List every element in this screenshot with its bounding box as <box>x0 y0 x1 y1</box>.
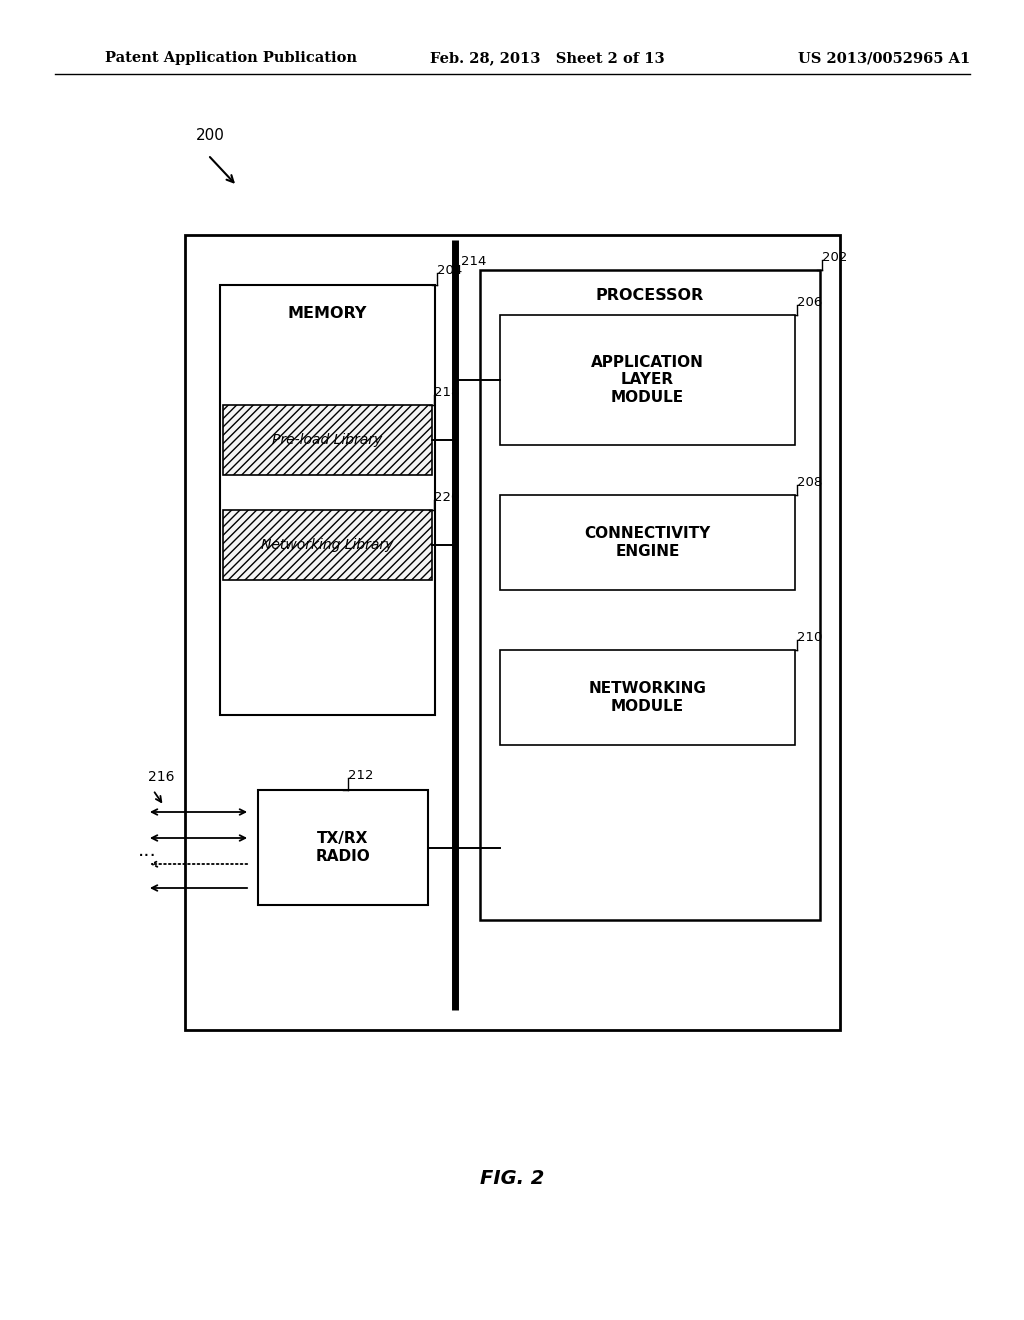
Bar <box>500 495 795 590</box>
Text: 208: 208 <box>797 477 822 488</box>
Bar <box>500 649 795 744</box>
Text: 220: 220 <box>434 491 460 504</box>
Text: 212: 212 <box>348 770 374 781</box>
Bar <box>220 285 435 715</box>
Text: NETWORKING
MODULE: NETWORKING MODULE <box>589 681 707 714</box>
Text: 202: 202 <box>822 251 848 264</box>
Bar <box>223 405 432 475</box>
Bar <box>223 510 432 579</box>
Bar <box>258 789 428 906</box>
Text: 204: 204 <box>437 264 462 277</box>
Text: 218: 218 <box>434 385 460 399</box>
Text: 214: 214 <box>461 255 486 268</box>
Text: CONNECTIVITY
ENGINE: CONNECTIVITY ENGINE <box>585 527 711 558</box>
Text: FIG. 2: FIG. 2 <box>480 1168 544 1188</box>
Text: APPLICATION
LAYER
MODULE: APPLICATION LAYER MODULE <box>591 355 703 405</box>
Text: 206: 206 <box>797 296 822 309</box>
Text: PROCESSOR: PROCESSOR <box>596 288 705 302</box>
Text: US 2013/0052965 A1: US 2013/0052965 A1 <box>798 51 970 65</box>
Text: 200: 200 <box>196 128 225 143</box>
Text: Feb. 28, 2013   Sheet 2 of 13: Feb. 28, 2013 Sheet 2 of 13 <box>430 51 665 65</box>
Text: TX/RX
RADIO: TX/RX RADIO <box>315 832 371 863</box>
Text: MEMORY: MEMORY <box>288 305 368 321</box>
Text: 210: 210 <box>797 631 822 644</box>
Text: Networking Library: Networking Library <box>261 539 393 552</box>
Bar <box>480 271 820 920</box>
Text: Pre-load Library: Pre-load Library <box>272 433 383 447</box>
Bar <box>500 315 795 445</box>
Bar <box>185 235 840 1030</box>
Text: ...: ... <box>137 842 157 861</box>
Text: Patent Application Publication: Patent Application Publication <box>105 51 357 65</box>
Text: 216: 216 <box>148 770 174 784</box>
